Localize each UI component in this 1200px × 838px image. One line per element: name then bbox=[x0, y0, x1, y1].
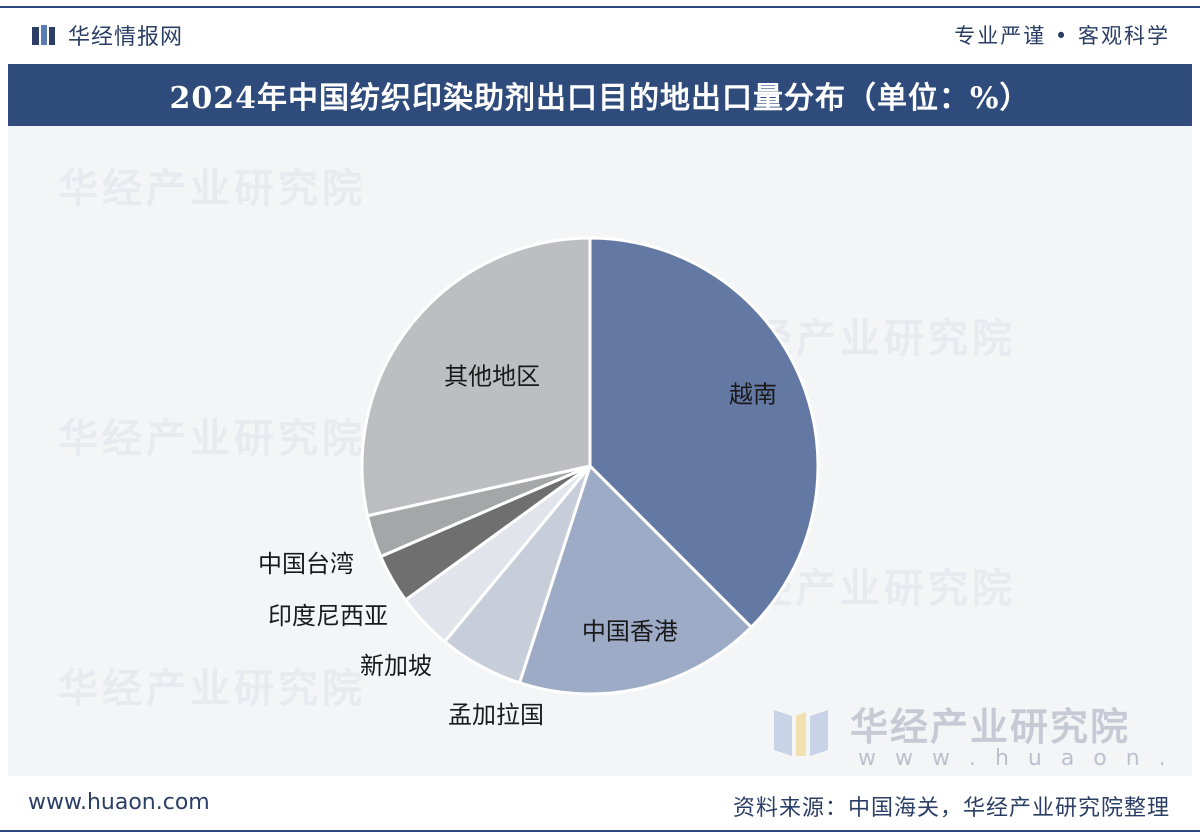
brand-logo: 华经情报网 bbox=[30, 20, 183, 50]
footer-bottom-line bbox=[0, 830, 1200, 832]
footer-source: 资料来源：中国海关，华经产业研究院整理 bbox=[732, 796, 1170, 821]
watermark-logo-icon bbox=[774, 710, 828, 756]
slice-label: 其他地区 bbox=[444, 363, 540, 391]
slice-label: 新加坡 bbox=[360, 652, 432, 680]
chart-title: 2024年中国纺织印染助剂出口目的地出口量分布（单位：%） bbox=[169, 81, 1031, 116]
brand-name: 华经情报网 bbox=[68, 25, 184, 50]
slogan: 专业严谨 • 客观科学 bbox=[954, 24, 1170, 48]
footer-bar: www.huaon.com 资料来源：中国海关，华经产业研究院整理 bbox=[0, 776, 1200, 838]
slice-label: 中国台湾 bbox=[258, 550, 354, 578]
footer-url: www.huaon.com bbox=[28, 790, 210, 815]
pie-slices bbox=[360, 236, 820, 696]
header-bar: 华经情报网 专业严谨 • 客观科学 bbox=[0, 0, 1200, 62]
watermark-text: 华经产业研究院 bbox=[58, 166, 366, 212]
header-top-line bbox=[0, 6, 1200, 8]
pie-slice bbox=[588, 236, 820, 630]
title-bar: 2024年中国纺织印染助剂出口目的地出口量分布（单位：%） bbox=[8, 64, 1192, 126]
watermark-text: 华经产业研究院 bbox=[58, 666, 366, 712]
watermark-brand: 华经产业研究院 bbox=[850, 705, 1131, 749]
watermark-text: 华经产业研究院 bbox=[58, 416, 366, 462]
book-logo-icon bbox=[32, 25, 55, 45]
slice-label: 印度尼西亚 bbox=[268, 602, 388, 630]
slice-label: 中国香港 bbox=[582, 617, 678, 645]
pie-slice bbox=[360, 236, 592, 518]
slice-label: 孟加拉国 bbox=[448, 701, 544, 729]
pie-slice bbox=[517, 463, 754, 696]
slice-label: 越南 bbox=[729, 381, 777, 409]
